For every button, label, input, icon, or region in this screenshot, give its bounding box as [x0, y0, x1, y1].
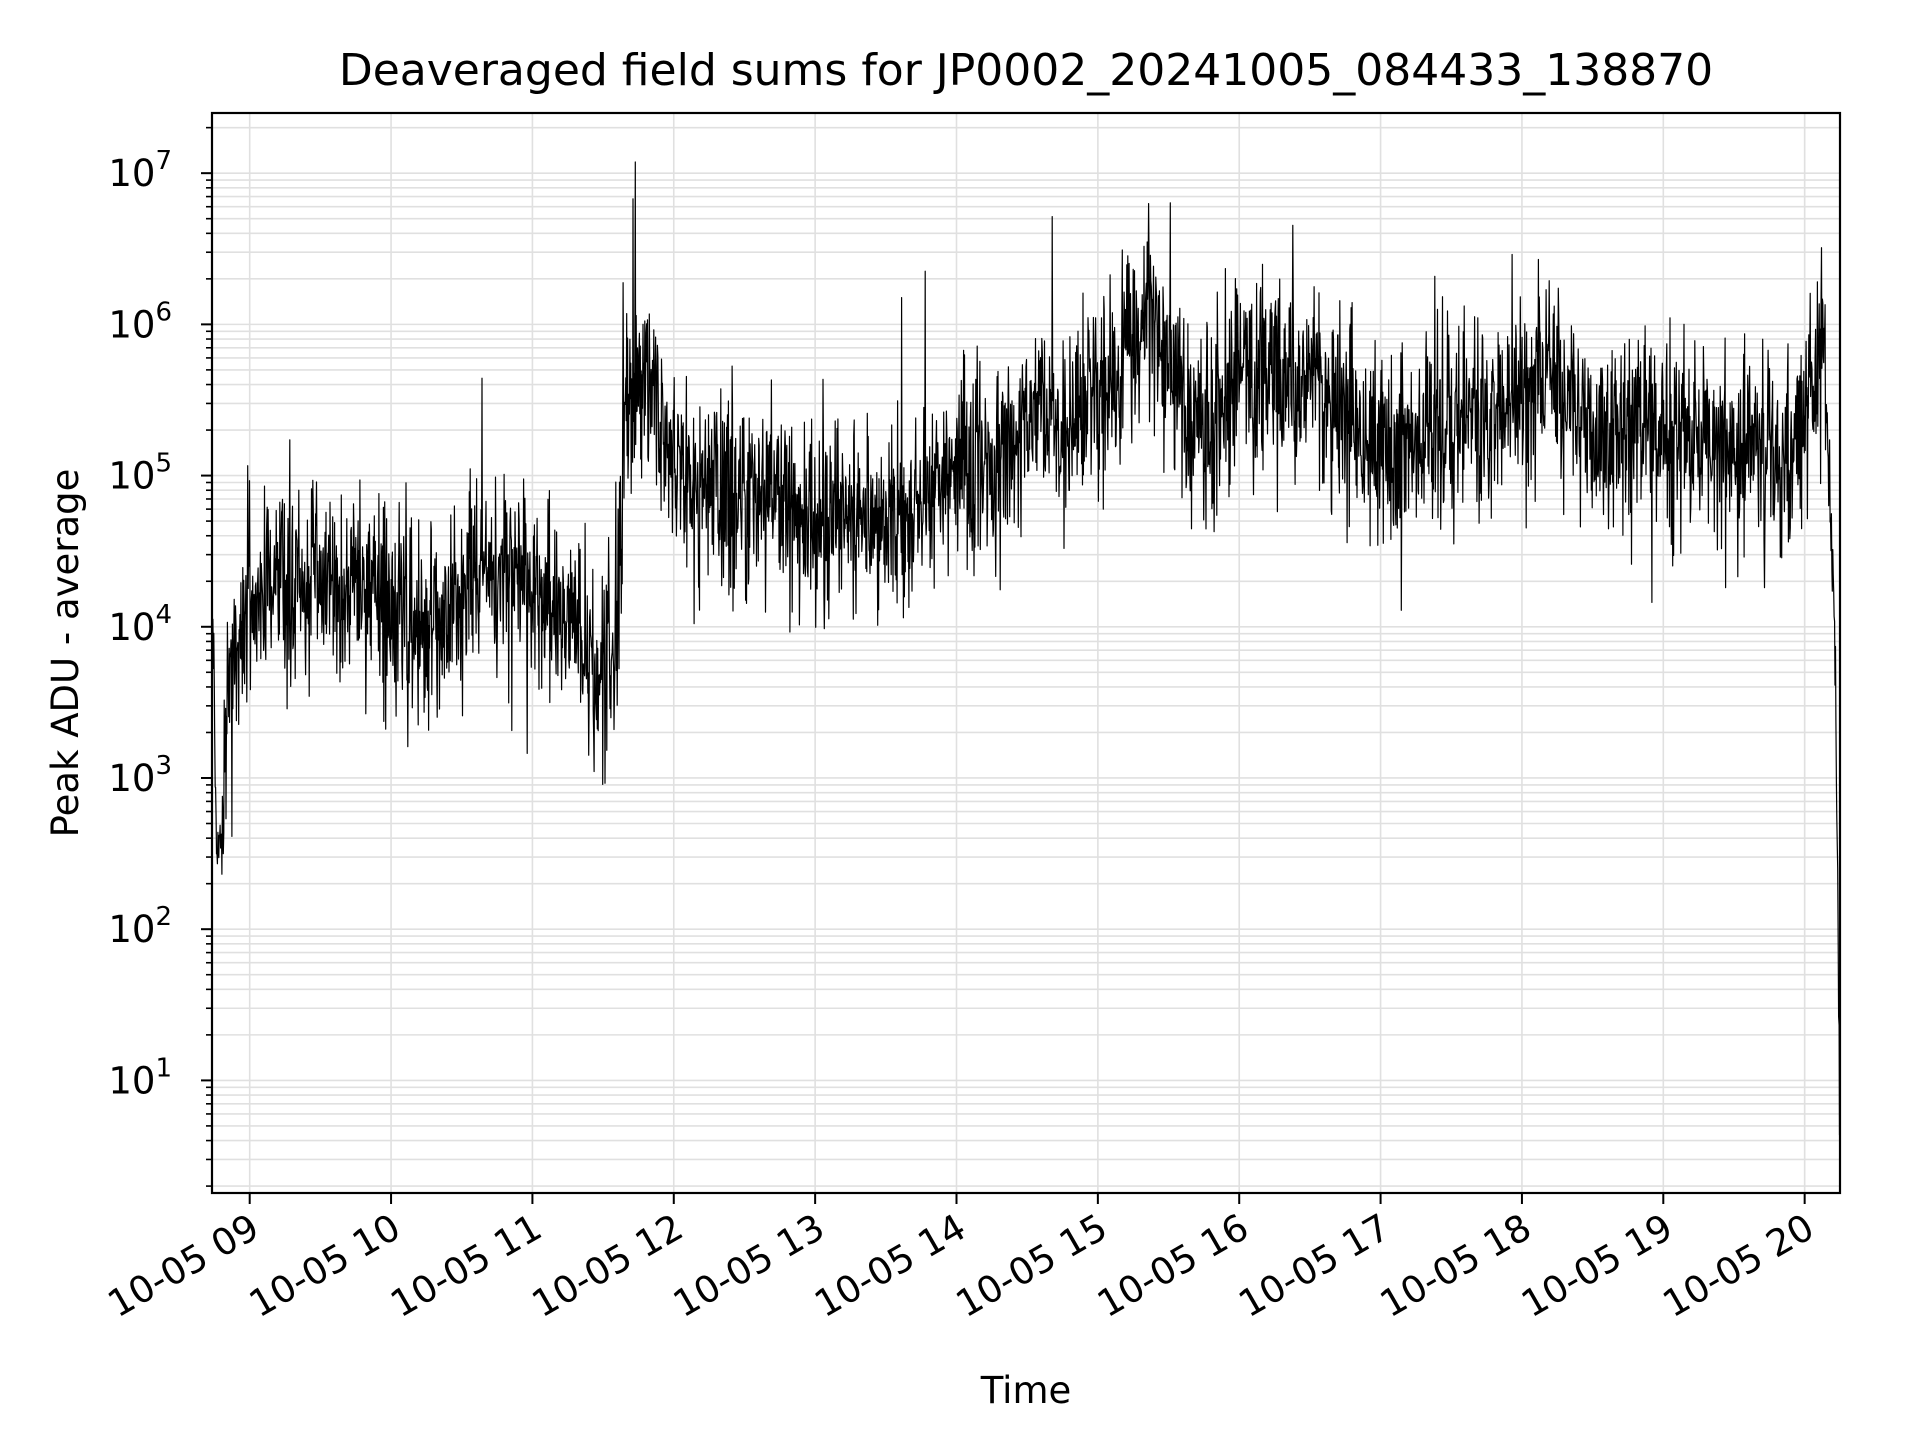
- x-tick-label: 10-05 12: [525, 1206, 691, 1326]
- y-tick-label: 105: [108, 449, 172, 498]
- x-tick-label: 10-05 20: [1656, 1206, 1822, 1326]
- x-tick-label: 10-05 09: [101, 1206, 267, 1326]
- chart-title: Deaveraged field sums for JP0002_2024100…: [339, 45, 1713, 96]
- y-tick-label: 103: [108, 751, 172, 800]
- x-tick-label: 10-05 11: [383, 1206, 549, 1326]
- x-axis-label: Time: [980, 1369, 1072, 1412]
- series-line-group: [211, 161, 1841, 1138]
- x-tick-label: 10-05 15: [949, 1206, 1115, 1326]
- x-tick-label: 10-05 16: [1090, 1206, 1256, 1326]
- x-tick-label: 10-05 17: [1232, 1206, 1398, 1326]
- y-tick-label: 102: [108, 902, 172, 951]
- x-tick-label: 10-05 14: [807, 1206, 973, 1326]
- series-line: [211, 161, 1841, 1138]
- y-tick-label: 107: [108, 146, 172, 195]
- axes-frame: [210, 111, 1842, 1195]
- y-tick-label: 104: [108, 600, 172, 649]
- grid: [212, 113, 1840, 1193]
- x-tick-label: 10-05 18: [1373, 1206, 1539, 1326]
- x-tick-label: 10-05 13: [666, 1206, 832, 1326]
- x-tick-label: 10-05 10: [242, 1206, 408, 1326]
- y-tick-label: 101: [108, 1053, 172, 1102]
- y-tick-label: 106: [108, 297, 172, 346]
- y-axis-label: Peak ADU - average: [44, 469, 87, 838]
- x-tick-label: 10-05 19: [1514, 1206, 1680, 1326]
